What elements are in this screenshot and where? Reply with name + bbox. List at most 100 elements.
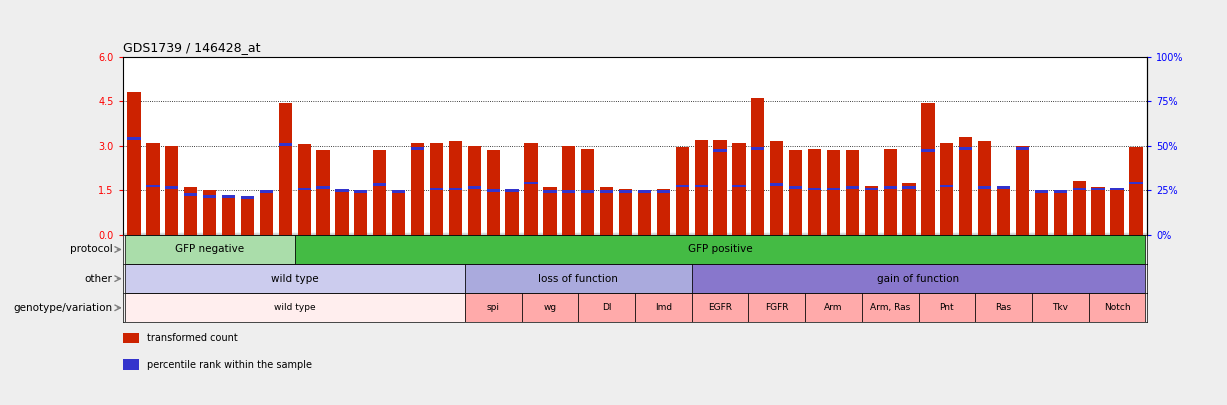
Bar [393, 190, 405, 193]
Text: FGFR: FGFR [764, 303, 789, 312]
Bar [1110, 189, 1124, 235]
Bar [166, 146, 178, 235]
Text: Imd: Imd [655, 303, 672, 312]
Bar [506, 189, 519, 235]
Bar [902, 183, 915, 235]
Bar [656, 190, 670, 193]
Text: transformed count: transformed count [147, 333, 238, 343]
Bar [921, 149, 935, 151]
Bar [845, 150, 859, 235]
Bar [544, 190, 557, 193]
Bar [521, 293, 578, 322]
Bar [1110, 188, 1124, 190]
Bar [1032, 293, 1088, 322]
Bar [202, 190, 216, 235]
Bar [845, 186, 859, 189]
Bar [1016, 146, 1029, 235]
Bar [335, 189, 348, 235]
Bar [1034, 190, 1048, 193]
Bar [998, 186, 1010, 235]
Bar [222, 196, 236, 235]
Bar [279, 103, 292, 235]
Bar [184, 194, 198, 196]
Text: EGFR: EGFR [708, 303, 733, 312]
Bar [260, 190, 272, 193]
Bar [128, 92, 141, 235]
Bar [222, 195, 236, 198]
Bar [449, 188, 463, 190]
Bar [638, 190, 652, 193]
Bar [465, 264, 692, 293]
Bar [524, 143, 537, 235]
Bar [694, 185, 708, 187]
Bar [827, 188, 840, 190]
Bar [771, 183, 783, 186]
Bar [146, 185, 160, 187]
Text: genotype/variation: genotype/variation [13, 303, 113, 313]
Bar [373, 183, 387, 186]
Bar [600, 188, 614, 235]
Bar [298, 144, 310, 235]
Text: Dl: Dl [602, 303, 611, 312]
Text: GDS1739 / 146428_at: GDS1739 / 146428_at [123, 41, 260, 54]
Bar [883, 186, 897, 189]
Bar [1072, 188, 1086, 190]
Text: spi: spi [487, 303, 499, 312]
Text: GFP negative: GFP negative [175, 245, 244, 254]
Bar [449, 141, 463, 235]
Bar [789, 186, 802, 189]
Text: percentile rank within the sample: percentile rank within the sample [147, 360, 313, 370]
Bar [713, 149, 726, 151]
Text: GFP positive: GFP positive [687, 245, 752, 254]
Bar [1034, 192, 1048, 235]
Bar [578, 293, 636, 322]
Bar [166, 186, 178, 189]
Bar [260, 193, 272, 235]
Bar [978, 186, 991, 189]
Bar [1088, 293, 1145, 322]
Bar [940, 185, 953, 187]
Bar [902, 186, 915, 189]
Bar [562, 190, 575, 193]
Bar [1129, 147, 1142, 235]
Text: Arm: Arm [825, 303, 843, 312]
Bar [771, 141, 783, 235]
Text: Tkv: Tkv [1053, 303, 1069, 312]
Bar [562, 146, 575, 235]
Bar [1054, 192, 1067, 235]
Bar [125, 293, 465, 322]
Bar [919, 293, 975, 322]
Bar [524, 181, 537, 184]
Bar [960, 147, 972, 150]
Bar [393, 192, 405, 235]
Bar [582, 149, 594, 235]
Bar [487, 189, 499, 192]
Bar [733, 143, 746, 235]
Bar [865, 188, 877, 190]
Bar [600, 190, 614, 193]
Bar [694, 140, 708, 235]
Bar [883, 149, 897, 235]
Bar [544, 188, 557, 235]
Bar [960, 137, 972, 235]
Text: Ras: Ras [995, 303, 1011, 312]
Bar [467, 146, 481, 235]
Bar [1092, 188, 1104, 235]
Text: wild type: wild type [274, 303, 315, 312]
Bar [123, 360, 139, 370]
Text: loss of function: loss of function [539, 274, 618, 284]
Bar [827, 150, 840, 235]
Bar [807, 149, 821, 235]
Bar [355, 190, 368, 193]
Bar [146, 143, 160, 235]
Bar [751, 147, 764, 150]
Text: Pnt: Pnt [940, 303, 955, 312]
Bar [676, 147, 688, 235]
Bar [506, 189, 519, 192]
Bar [733, 185, 746, 187]
Text: Notch: Notch [1104, 303, 1130, 312]
Bar [713, 140, 726, 235]
Bar [465, 293, 521, 322]
Bar [1092, 188, 1104, 190]
Bar [656, 189, 670, 235]
